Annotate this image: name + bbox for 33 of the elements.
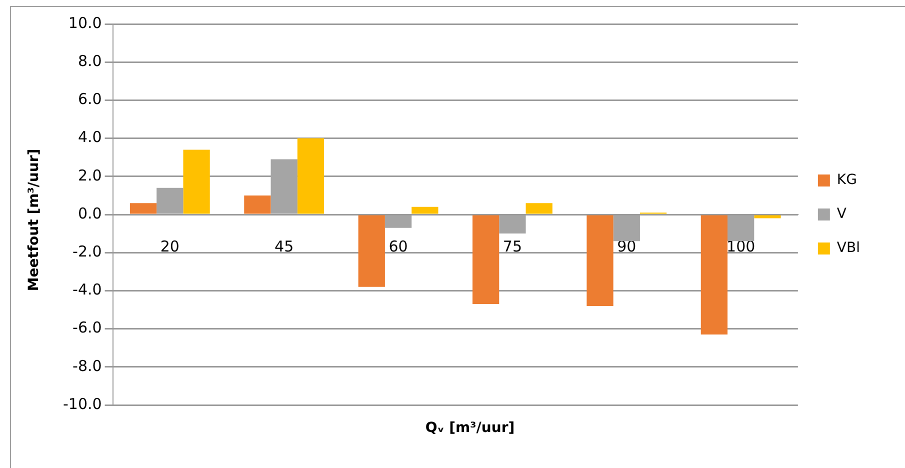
y-tick-label: -10.0 (63, 394, 102, 413)
bar (472, 215, 500, 304)
y-tick-label: 10.0 (68, 14, 102, 32)
x-tick-label: 20 (160, 237, 180, 256)
bar (700, 215, 728, 335)
bar (183, 150, 210, 214)
y-tick-label: -8.0 (72, 356, 102, 375)
y-tick-label: -6.0 (72, 318, 102, 337)
bar (586, 215, 614, 306)
y-tick-label: -4.0 (72, 280, 102, 299)
x-axis-title: Qᵥ [m³/uur] (425, 420, 515, 436)
bar (358, 215, 385, 287)
legend-label: V (836, 206, 847, 222)
x-tick-label: 45 (274, 237, 294, 256)
bar (412, 206, 438, 214)
y-tick-label: -2.0 (72, 242, 102, 260)
legend-label: VBl (836, 240, 860, 256)
y-axis-title: Meetfout [m³/uur] (26, 148, 42, 292)
bar (297, 138, 324, 214)
x-tick-label: 60 (388, 237, 408, 256)
y-tick-label: 2.0 (78, 166, 102, 184)
bar (754, 215, 781, 218)
y-tick-label: 6.0 (78, 90, 102, 108)
x-tick-label: 90 (617, 237, 636, 256)
x-tick-label: 100 (726, 237, 756, 256)
bar (526, 203, 552, 214)
bar (130, 203, 157, 214)
y-tick-label: 0.0 (78, 204, 102, 222)
bar (244, 195, 271, 214)
y-tick-label: 8.0 (78, 52, 102, 70)
legend-label: KG (836, 172, 857, 188)
y-tick-label: 4.0 (78, 128, 102, 146)
x-tick-label: 75 (502, 237, 522, 256)
